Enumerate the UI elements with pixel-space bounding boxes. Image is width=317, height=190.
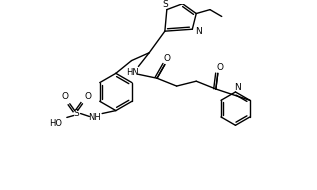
Text: HN: HN xyxy=(126,68,139,77)
Text: HO: HO xyxy=(49,119,62,128)
Text: O: O xyxy=(163,54,170,63)
Text: O: O xyxy=(216,63,223,72)
Text: S: S xyxy=(74,109,80,118)
Text: O: O xyxy=(85,92,92,101)
Text: S: S xyxy=(162,0,168,9)
Text: O: O xyxy=(61,92,68,101)
Text: NH: NH xyxy=(88,113,101,122)
Text: N: N xyxy=(234,83,241,92)
Text: N: N xyxy=(195,27,202,36)
